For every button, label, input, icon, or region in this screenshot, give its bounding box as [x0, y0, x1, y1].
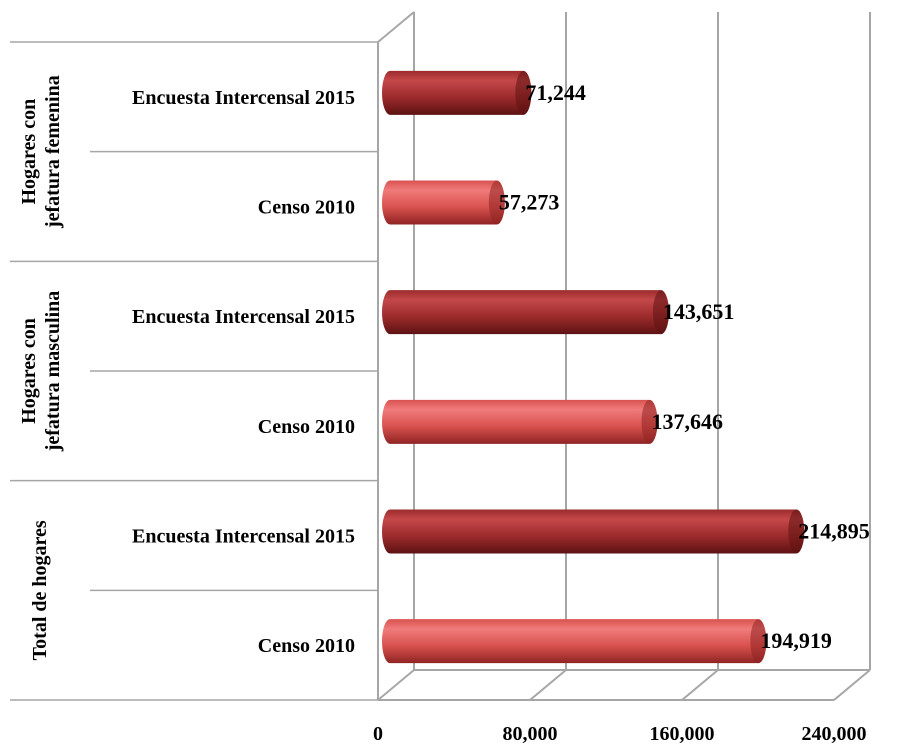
x-tick-label: 0: [373, 723, 383, 745]
bar: [382, 70, 532, 115]
data-label: 194,919: [760, 628, 832, 653]
category-label: Encuesta Intercensal 2015: [132, 306, 355, 328]
bar: [382, 399, 658, 444]
x-tick-label: 240,000: [802, 723, 867, 745]
group-label: Hogares con jefatura femenina: [18, 75, 64, 229]
bar-end-cap: [788, 509, 805, 554]
floor-tick-2: [681, 669, 719, 701]
floor-tick-1: [529, 669, 567, 701]
data-label: 137,646: [652, 409, 724, 434]
bar: [382, 180, 505, 225]
category-axis: Censo 2010 Encuesta Intercensal 2015 Total…: [10, 41, 378, 701]
bar-end-cap: [750, 619, 767, 664]
bar-end-cap: [515, 70, 532, 115]
bar-end-cap: [488, 180, 505, 225]
bars: 194,919 214,895 137,646 143,651 57,273 71,244: [382, 70, 870, 664]
floor-tick-3: [833, 669, 871, 701]
bar: [382, 509, 805, 554]
x-axis-ticks: 0 80,000 160,000 240,000: [373, 723, 867, 745]
bar-end-cap: [652, 290, 669, 335]
group-label: Hogares con jefatura masculina: [18, 291, 64, 453]
x-tick-label: 160,000: [650, 723, 715, 745]
category-label: Censo 2010: [258, 197, 355, 219]
top-depth-line: [377, 11, 415, 43]
floor-tick-0: [377, 669, 415, 701]
data-label: 143,651: [663, 299, 735, 324]
x-tick-label: 80,000: [503, 723, 558, 745]
bar: [382, 619, 767, 664]
bar-end-cap: [641, 399, 658, 444]
group-label: Total de hogares: [29, 520, 51, 660]
category-label: Encuesta Intercensal 2015: [132, 526, 355, 548]
bar: [382, 290, 669, 335]
grid-layer: [377, 11, 871, 701]
data-label: 57,273: [499, 190, 560, 215]
data-label: 214,895: [798, 519, 870, 544]
category-label: Encuesta Intercensal 2015: [132, 87, 355, 109]
category-label: Censo 2010: [258, 416, 355, 438]
category-label: Censo 2010: [258, 635, 355, 657]
data-label: 71,244: [525, 80, 586, 105]
